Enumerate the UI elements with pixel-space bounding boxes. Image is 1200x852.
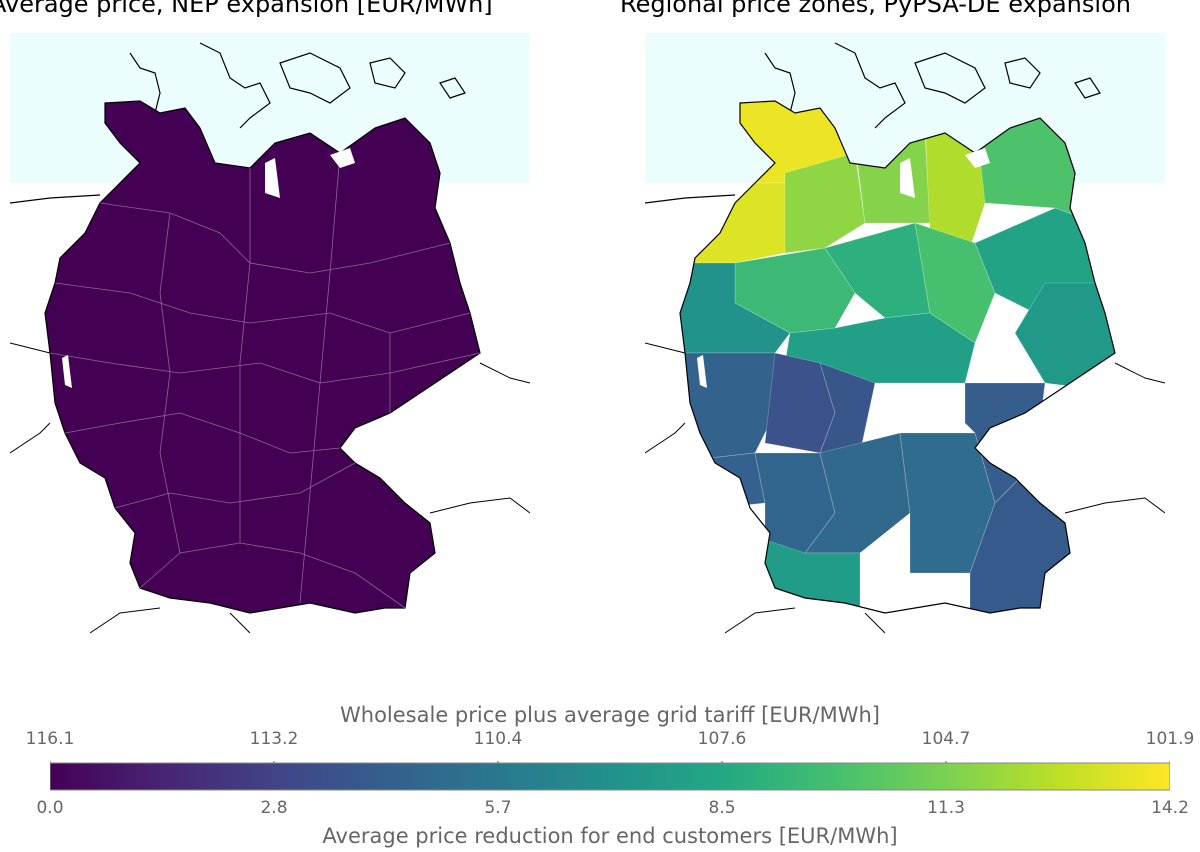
neighbour-borders xyxy=(10,342,530,634)
water-body xyxy=(265,158,280,198)
colorbar-bottom-label: Average price reduction for end customer… xyxy=(322,824,898,848)
water-body xyxy=(697,355,707,388)
colorbar xyxy=(50,761,1170,791)
colorbar-top-tick: 116.1 xyxy=(25,729,75,749)
water-body xyxy=(900,158,915,198)
price-zone xyxy=(680,352,786,464)
price-zone xyxy=(914,222,996,344)
colorbar-bottom-tick: 8.5 xyxy=(708,798,736,818)
colorbar-tick-marks xyxy=(50,761,1170,763)
map-nep-expansion xyxy=(10,33,530,634)
colorbar-top-label: Wholesale price plus average grid tariff… xyxy=(340,703,880,727)
colorbar-bottom-tick: 14.2 xyxy=(1151,798,1189,818)
colorbar-gradient xyxy=(50,762,1170,791)
colorbar-bottom-tick: 0.0 xyxy=(36,798,64,818)
colorbar-bottom-tick: 2.8 xyxy=(260,798,288,818)
colorbar-bottom-tick: 11.3 xyxy=(927,798,965,818)
water-body xyxy=(965,148,990,168)
germany-outline xyxy=(679,100,1116,614)
water-body xyxy=(330,148,355,168)
price-zone xyxy=(784,152,866,254)
colorbar-top-tick: 104.7 xyxy=(921,729,971,749)
colorbar-top-tick: 110.4 xyxy=(473,729,523,749)
colorbar-top-tick: 113.2 xyxy=(249,729,299,749)
neighbour-borders xyxy=(645,342,1165,634)
map-title-right: Regional price zones, PyPSA-DE expansion xyxy=(620,0,1131,18)
colorbar-top-tick: 101.9 xyxy=(1145,729,1195,749)
water-body xyxy=(62,355,72,388)
colorbar-bottom-tick: 5.7 xyxy=(484,798,512,818)
map-pypsa-de-zones xyxy=(645,33,1165,634)
denmark-coastline xyxy=(645,42,1101,204)
colorbar-top-tick: 107.6 xyxy=(697,729,747,749)
state-borders xyxy=(49,152,481,609)
germany-uniform xyxy=(44,100,481,614)
map-title-left: Average price, NEP expansion [EUR/MWh] xyxy=(0,0,493,18)
